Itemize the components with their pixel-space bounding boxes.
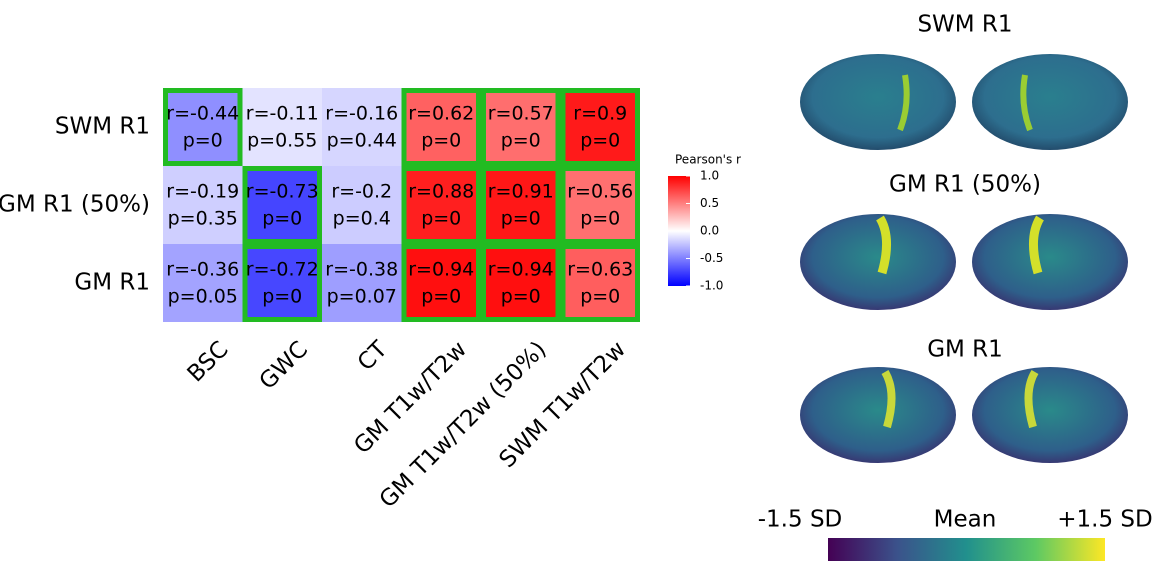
heatmap-cell xyxy=(481,88,561,166)
cell-p-label: p=0.07 xyxy=(327,286,397,308)
cell-r-label: r=-0.36 xyxy=(166,259,239,281)
cell-r-label: r=-0.2 xyxy=(331,181,392,203)
colorbar-tick-label: 0.5 xyxy=(700,196,719,210)
cell-p-label: p=0 xyxy=(421,286,461,308)
y-tick-label: GM R1 xyxy=(74,270,150,296)
heatmap-cell xyxy=(243,244,323,322)
cell-p-label: p=0 xyxy=(183,130,223,152)
heatmap-cell xyxy=(561,166,641,244)
heatmap-cell xyxy=(163,166,243,244)
cell-r-label: r=-0.19 xyxy=(166,181,239,203)
heatmap-cell xyxy=(561,88,641,166)
cell-r-label: r=-0.44 xyxy=(166,103,239,125)
brain-image xyxy=(800,214,956,310)
cell-p-label: p=0.35 xyxy=(168,208,238,230)
cell-p-label: p=0.55 xyxy=(247,130,317,152)
heatmap-cell xyxy=(402,244,482,322)
cell-p-label: p=0.4 xyxy=(333,208,391,230)
cell-p-label: p=0 xyxy=(501,286,541,308)
heatmap-cell xyxy=(322,244,402,322)
cell-r-label: r=0.56 xyxy=(567,181,633,203)
heatmap-cell xyxy=(561,244,641,322)
figure: SWM R1 GM R1 (50%) GM R1 -1.5 SD Mean +1… xyxy=(0,0,1153,561)
cell-p-label: p=0 xyxy=(262,286,302,308)
cell-p-label: p=0.44 xyxy=(327,130,397,152)
cell-p-label: p=0.05 xyxy=(168,286,238,308)
cell-r-label: r=0.62 xyxy=(408,103,474,125)
heatmap-cell xyxy=(163,244,243,322)
heatmap-cell xyxy=(402,88,482,166)
brain-image xyxy=(972,367,1128,463)
cell-r-label: r=-0.72 xyxy=(246,259,319,281)
cell-p-label: p=0 xyxy=(580,130,620,152)
cell-p-label: p=0 xyxy=(421,130,461,152)
brain-title: GM R1 xyxy=(927,337,1003,363)
cell-r-label: r=-0.73 xyxy=(246,181,319,203)
brain-title: SWM R1 xyxy=(917,12,1012,38)
cell-r-label: r=0.9 xyxy=(573,103,627,125)
cell-p-label: p=0 xyxy=(580,286,620,308)
brain-image xyxy=(972,214,1128,310)
heatmap-cell xyxy=(322,166,402,244)
cell-p-label: p=0 xyxy=(421,208,461,230)
colorbar-tick-label: -0.5 xyxy=(700,251,723,265)
brain-image xyxy=(972,54,1128,150)
scale-label: -1.5 SD xyxy=(758,507,843,533)
cell-p-label: p=0 xyxy=(501,208,541,230)
cell-r-label: r=-0.11 xyxy=(246,103,319,125)
brain-title: GM R1 (50%) xyxy=(889,172,1041,198)
brain-image xyxy=(800,367,956,463)
y-tick-label: SWM R1 xyxy=(55,114,150,140)
colorbar-tick-label: 1.0 xyxy=(700,169,719,183)
brain-image xyxy=(800,54,956,150)
heatmap-cell xyxy=(322,88,402,166)
cell-r-label: r=0.57 xyxy=(488,103,554,125)
y-tick-label: GM R1 (50%) xyxy=(0,192,150,218)
cell-r-label: r=0.88 xyxy=(408,181,474,203)
cell-r-label: r=0.94 xyxy=(408,259,474,281)
brain-maps: SWM R1 GM R1 (50%) GM R1 -1.5 SD Mean +1… xyxy=(758,12,1153,561)
cell-r-label: r=-0.38 xyxy=(325,259,398,281)
heatmap-cell xyxy=(243,88,323,166)
cell-p-label: p=0 xyxy=(501,130,541,152)
cell-r-label: r=-0.16 xyxy=(325,103,398,125)
cell-r-label: r=0.63 xyxy=(567,259,633,281)
scale-label: +1.5 SD xyxy=(1057,507,1152,533)
heatmap-cell xyxy=(481,166,561,244)
colorbar-tick-label: 0.0 xyxy=(700,224,719,238)
cell-r-label: r=0.94 xyxy=(488,259,554,281)
heatmap-cell xyxy=(243,166,323,244)
x-tick-label: BSC xyxy=(183,336,234,387)
cell-p-label: p=0 xyxy=(262,208,302,230)
heatmap-cell xyxy=(402,166,482,244)
heatmap-cell xyxy=(163,88,243,166)
x-tick-label: GWC xyxy=(255,336,313,394)
colorbar-tick-label: -1.0 xyxy=(700,279,723,293)
colorbar-title: Pearson's r xyxy=(675,153,741,167)
cell-p-label: p=0 xyxy=(580,208,620,230)
scale-label: Mean xyxy=(934,507,997,533)
sd-colorbar xyxy=(828,538,1105,561)
cell-r-label: r=0.91 xyxy=(488,181,554,203)
x-tick-label: CT xyxy=(353,336,393,376)
heatmap-cell xyxy=(481,244,561,322)
